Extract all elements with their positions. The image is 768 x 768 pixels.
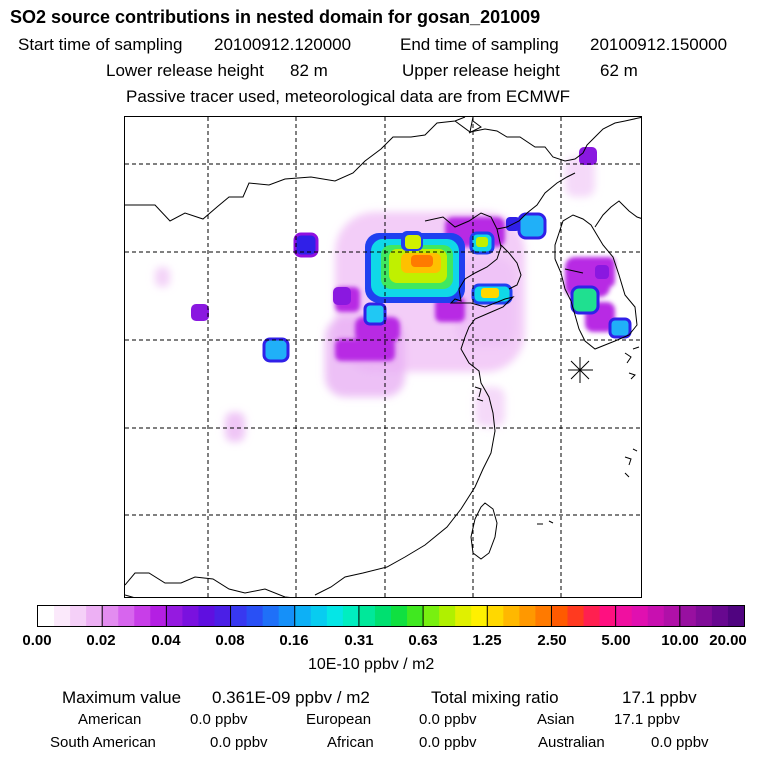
region-african-value: 0.0 ppbv — [419, 734, 477, 751]
colorbar-swatch — [70, 606, 87, 626]
colorbar-swatch — [551, 606, 568, 626]
colorbar-swatch — [487, 606, 504, 626]
colorbar-swatch — [326, 606, 344, 626]
colorbar-swatch — [262, 606, 280, 626]
colorbar-swatch — [38, 606, 55, 626]
colorbar-tick-0: 0.00 — [22, 632, 52, 649]
region-african-label: African — [327, 734, 374, 751]
colorbar-tick-6: 0.63 — [408, 632, 438, 649]
max-value-label: Maximum value — [62, 688, 182, 707]
grid-lines — [125, 117, 641, 597]
colorbar-swatch — [214, 606, 232, 626]
colorbar-swatch — [342, 606, 360, 626]
upper-height-label: Upper release height — [402, 61, 560, 80]
lower-height-value: 82 m — [290, 61, 328, 80]
colorbar-units: 10E-10 ppbv / m2 — [308, 656, 435, 673]
colorbar-swatch — [567, 606, 585, 626]
colorbar-swatch — [615, 606, 633, 626]
colorbar-tick-8: 2.50 — [537, 632, 567, 649]
region-asian-label: Asian — [537, 711, 575, 728]
colorbar-swatch — [102, 606, 119, 626]
colorbar-swatch — [503, 606, 520, 626]
colorbar-tick-4: 0.16 — [279, 632, 309, 649]
colorbar-swatch — [679, 606, 697, 626]
colorbar-swatch — [663, 606, 681, 626]
colorbar-swatch — [583, 606, 601, 626]
colorbar-swatch — [599, 606, 617, 626]
region-australian-value: 0.0 ppbv — [651, 734, 709, 751]
end-time-label: End time of sampling — [400, 35, 559, 54]
colorbar-swatch — [423, 606, 440, 626]
colorbar-swatch — [182, 606, 199, 626]
data-source-note: Passive tracer used, meteorological data… — [126, 87, 571, 106]
colorbar-swatch — [647, 606, 665, 626]
colorbar-swatch — [631, 606, 649, 626]
region-american-value: 0.0 ppbv — [190, 711, 248, 728]
colorbar-swatch — [407, 606, 424, 626]
colorbar — [37, 605, 745, 627]
colorbar-tick-3: 0.08 — [215, 632, 245, 649]
main-plume — [365, 231, 465, 303]
upper-height-value: 62 m — [600, 61, 638, 80]
source-hotspots — [191, 147, 632, 363]
region-european-label: European — [306, 711, 372, 728]
max-value: 0.361E-09 ppbv / m2 — [212, 688, 370, 707]
colorbar-swatch — [727, 606, 745, 626]
colorbar-swatch — [150, 606, 167, 626]
colorbar-swatch — [246, 606, 264, 626]
region-south-american-value: 0.0 ppbv — [210, 734, 268, 751]
secondary-plume — [469, 231, 513, 305]
total-mixing-label: Total mixing ratio — [431, 688, 559, 707]
colorbar-swatches — [38, 606, 745, 626]
start-time-value: 20100912.120000 — [214, 35, 352, 54]
colorbar-swatch — [310, 606, 328, 626]
lower-height-label: Lower release height — [106, 61, 264, 80]
colorbar-tick-7: 1.25 — [472, 632, 502, 649]
colorbar-swatch — [695, 606, 713, 626]
map-panel — [124, 116, 642, 598]
colorbar-swatch — [471, 606, 488, 626]
colorbar-tick-1: 0.02 — [86, 632, 116, 649]
region-australian-label: Australian — [538, 734, 605, 751]
region-european-value: 0.0 ppbv — [419, 711, 477, 728]
region-american-label: American — [78, 711, 142, 728]
colorbar-swatch — [391, 606, 408, 626]
colorbar-swatch — [134, 606, 151, 626]
colorbar-swatch — [86, 606, 103, 626]
start-time-label: Start time of sampling — [18, 35, 183, 54]
colorbar-swatch — [358, 606, 376, 626]
colorbar-swatch — [439, 606, 456, 626]
coastlines — [125, 117, 641, 597]
receptor-marker-icon — [568, 357, 593, 383]
colorbar-tick-2: 0.04 — [151, 632, 181, 649]
end-time-value: 20100912.150000 — [590, 35, 728, 54]
colorbar-swatch — [711, 606, 729, 626]
colorbar-swatch — [230, 606, 248, 626]
colorbar-swatch — [198, 606, 215, 626]
colorbar-tick-11: 20.00 — [709, 632, 747, 649]
colorbar-tick-10: 10.00 — [661, 632, 699, 649]
colorbar-swatch — [535, 606, 552, 626]
colorbar-swatch — [118, 606, 135, 626]
colorbar-tick-5: 0.31 — [344, 632, 374, 649]
region-south-american-label: South American — [50, 734, 156, 751]
colorbar-swatch — [519, 606, 536, 626]
total-mixing-value: 17.1 ppbv — [622, 688, 697, 707]
colorbar-tick-9: 5.00 — [601, 632, 631, 649]
colorbar-swatch — [294, 606, 312, 626]
colorbar-swatch — [54, 606, 71, 626]
colorbar-swatch — [374, 606, 392, 626]
colorbar-swatch — [278, 606, 296, 626]
colorbar-swatch — [455, 606, 472, 626]
region-asian-value: 17.1 ppbv — [614, 711, 680, 728]
map-canvas — [125, 117, 641, 597]
map-title: SO2 source contributions in nested domai… — [10, 7, 541, 27]
colorbar-swatch — [166, 606, 183, 626]
